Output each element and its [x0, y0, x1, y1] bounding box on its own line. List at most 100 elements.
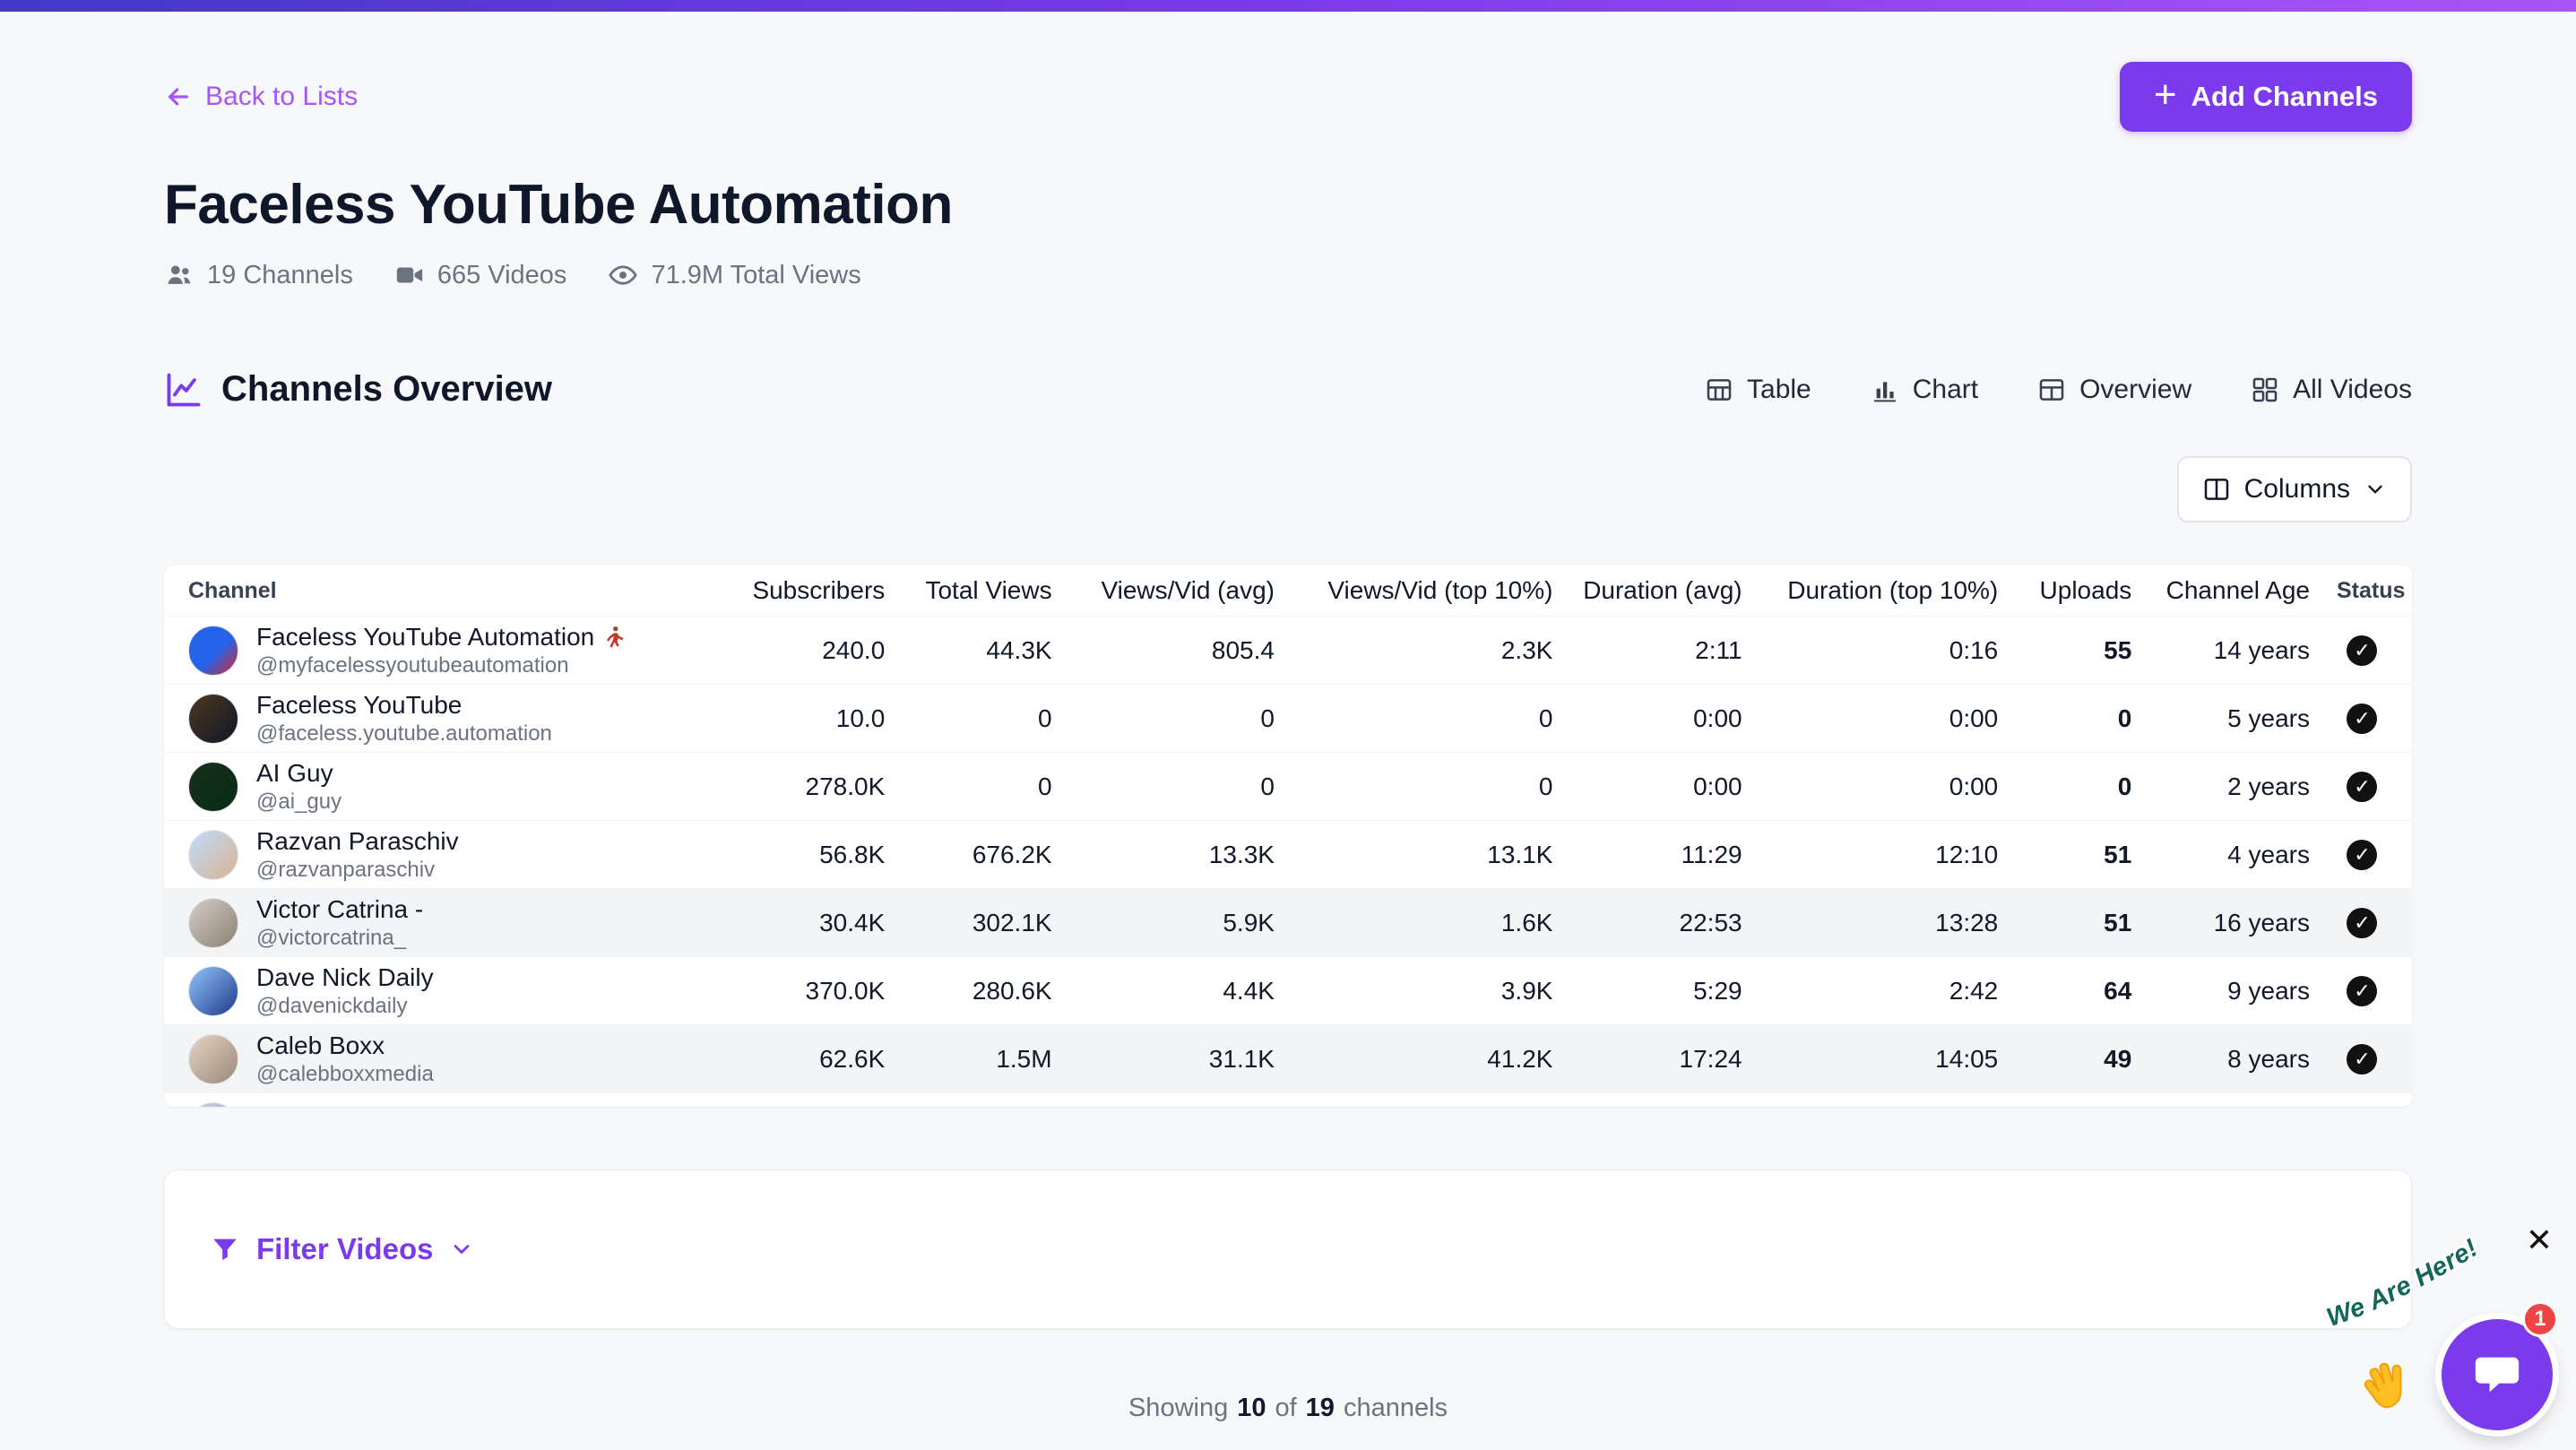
stat-videos-label: 665 Videos [437, 260, 567, 289]
column-header-subscribers[interactable]: Subscribers [752, 576, 886, 604]
columns-button[interactable]: Columns [2176, 456, 2412, 522]
cell-uploads: 51 [2104, 840, 2132, 868]
top-gradient-bar [0, 0, 2576, 12]
bar-chart-icon [1873, 381, 1896, 401]
column-header-channel-age[interactable]: Channel Age [2165, 576, 2310, 604]
channel-avatar [188, 829, 238, 880]
cell-views_top: 13.1K [1487, 840, 1553, 868]
stat-views: 71.9M Total Views [608, 260, 861, 290]
tab-table-label: Table [1747, 374, 1811, 404]
tab-overview[interactable]: Overview [2037, 375, 2191, 405]
section-row: Channels Overview Table Chart Overview A… [164, 369, 2412, 410]
table-row[interactable]: Caleb Boxx @calebboxxmedia 62.6K 1.5M 31.1K 4… [164, 1024, 2412, 1092]
cell-duration_top: 0:16 [1949, 635, 1999, 664]
cell-uploads: 64 [2104, 976, 2132, 1005]
table-header-row: Channel Subscribers Total Views Views/Vid (… [164, 565, 2412, 616]
table-row[interactable]: Faceless YouTube Automation @myfacelessyo… [164, 616, 2412, 684]
cell-total_views: 1.5M [996, 1044, 1052, 1073]
cell-duration_top: 0:00 [1949, 703, 1999, 732]
tab-all-videos[interactable]: All Videos [2251, 375, 2412, 405]
column-header-views-vid-avg[interactable]: Views/Vid (avg) [1101, 576, 1275, 604]
column-header-status[interactable]: Status [2337, 577, 2406, 603]
summary-of: of [1275, 1394, 1297, 1422]
summary-showing: Showing [1128, 1394, 1229, 1422]
stat-channels: 19 Channels [164, 260, 353, 290]
cell-status: ✓ [2323, 771, 2401, 802]
cell-status: ✓ [2323, 1043, 2401, 1075]
filter-videos-toggle[interactable]: Filter Videos [210, 1232, 474, 1266]
channel-avatar [188, 965, 238, 1016]
table-row[interactable]: AI Guy @ai_guy 278.0K 0 0 0 0:00 0:00 0 2 years ✓ [164, 752, 2412, 820]
status-check-icon: ✓ [2347, 634, 2378, 666]
cell-uploads: 0 [2117, 703, 2132, 732]
tab-all-videos-label: All Videos [2293, 374, 2412, 404]
cell-age: 4 years [2227, 840, 2310, 868]
cell-views_top: 1.6K [1500, 908, 1553, 936]
cell-uploads: 51 [2104, 908, 2132, 936]
page-title: Faceless YouTube Automation [164, 174, 953, 236]
channel-name: AI Guy [256, 759, 333, 787]
cell-duration_top: 0:00 [1949, 772, 1999, 800]
table-row[interactable]: Razvan Paraschiv @razvanparaschiv 56.8K 676… [164, 820, 2412, 888]
filter-videos-label: Filter Videos [256, 1232, 434, 1265]
people-icon [168, 265, 191, 284]
cell-views_top: 2.3K [1500, 635, 1553, 664]
cell-subscribers: 370.0K [805, 976, 886, 1005]
tab-chart[interactable]: Chart [1871, 375, 1978, 405]
channel-cell: Victor Catrina - @victorcatrina_ [175, 893, 709, 952]
column-header-duration-top-10[interactable]: Duration (top 10%) [1787, 576, 1999, 604]
cell-total_views: 280.6K [972, 976, 1052, 1005]
channel-handle: @victorcatrina_ [256, 926, 407, 950]
cell-views_top: 3.9K [1500, 976, 1553, 1005]
cell-views_avg: 4.4K [1223, 976, 1275, 1005]
back-link-label: Back to Lists [205, 82, 359, 111]
channel-cell [175, 1101, 709, 1107]
cell-status: ✓ [2323, 975, 2401, 1006]
cell-duration_top: 12:10 [1935, 840, 1999, 868]
channel-avatar [188, 761, 238, 812]
tab-table[interactable]: Table [1705, 375, 1811, 405]
columns-icon [2204, 479, 2228, 500]
cell-subscribers: 62.6K [819, 1044, 886, 1073]
column-header-total-views[interactable]: Total Views [925, 576, 1052, 604]
columns-button-label: Columns [2243, 474, 2350, 504]
chat-button[interactable] [2442, 1319, 2553, 1430]
cell-total_views: 44.3K [986, 635, 1052, 664]
close-icon[interactable]: ✕ [2525, 1221, 2553, 1258]
chat-bubble-icon [2475, 1357, 2520, 1393]
column-header-uploads[interactable]: Uploads [2039, 576, 2132, 604]
column-header-views-vid-top-10[interactable]: Views/Vid (top 10%) [1327, 576, 1553, 604]
channel-cell: Faceless YouTube @faceless.youtube.automa… [175, 689, 709, 747]
table-row[interactable] [164, 1092, 2412, 1107]
cell-duration_avg: 0:00 [1693, 703, 1742, 732]
channel-cell: Caleb Boxx @calebboxxmedia [175, 1030, 709, 1088]
cell-duration_top: 14:05 [1935, 1044, 1999, 1073]
cell-subscribers: 240.0 [822, 635, 886, 664]
notification-badge: 1 [2522, 1301, 2558, 1337]
funnel-icon [213, 1239, 237, 1261]
table-row[interactable]: Faceless YouTube @faceless.youtube.automa… [164, 684, 2412, 752]
table-row[interactable]: Dave Nick Daily @davenickdaily 370.0K 280.6… [164, 956, 2412, 1024]
cell-views_top: 0 [1538, 703, 1553, 732]
table-icon [1707, 378, 1732, 401]
stats-row: 19 Channels 665 Videos 71.9M Total Views [164, 260, 2412, 290]
all-videos-grid-icon [2252, 377, 2278, 401]
channel-avatar [188, 625, 238, 676]
columns-row: Columns [164, 456, 2412, 522]
channel-avatar [188, 693, 238, 744]
video-camera-icon [396, 267, 423, 283]
column-header-duration-avg[interactable]: Duration (avg) [1583, 576, 1742, 604]
add-channels-button[interactable]: + Add Channels [2119, 62, 2412, 132]
back-to-lists-link[interactable]: Back to Lists [164, 82, 358, 112]
cell-duration_top: 2:42 [1949, 976, 1999, 1005]
cell-duration_avg: 0:00 [1693, 772, 1742, 800]
column-header-channel[interactable]: Channel [188, 577, 277, 603]
table-row[interactable]: Victor Catrina - @victorcatrina_ 30.4K 302.… [164, 888, 2412, 956]
cell-views_avg: 13.3K [1208, 840, 1275, 868]
status-check-icon: ✓ [2347, 907, 2378, 938]
channel-handle: @razvanparaschiv [256, 858, 436, 882]
cell-uploads: 55 [2104, 635, 2132, 664]
status-check-icon: ✓ [2347, 839, 2378, 870]
cell-status: ✓ [2323, 907, 2401, 938]
channel-cell: Razvan Paraschiv @razvanparaschiv [175, 825, 709, 884]
